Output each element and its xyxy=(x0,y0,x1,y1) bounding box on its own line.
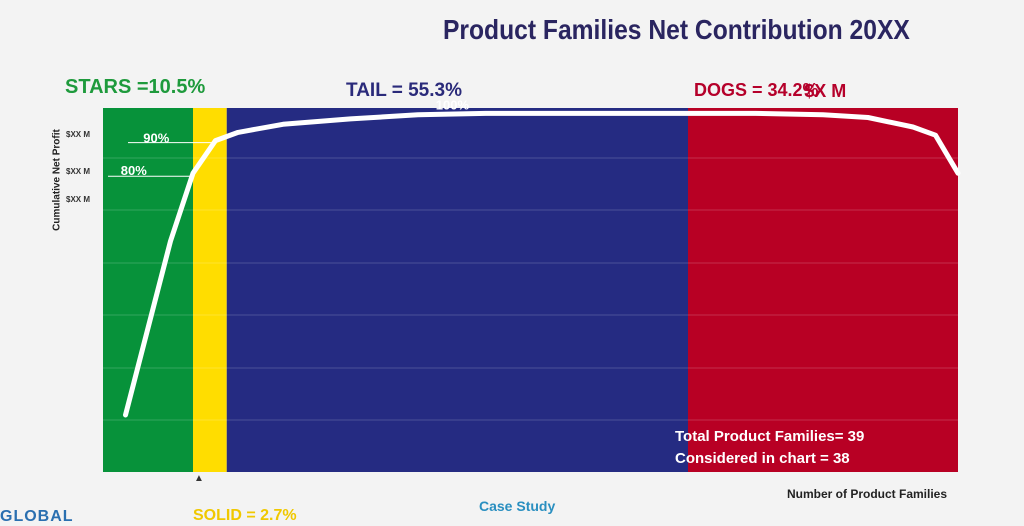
solid-segment-label: SOLID = 2.7% xyxy=(193,507,297,524)
y-tick-label: $XX M xyxy=(66,195,91,204)
cumulative-profit-line xyxy=(123,110,961,418)
x-marker-icon: ▲ xyxy=(194,473,204,484)
x-axis-label: Number of Product Families xyxy=(787,487,948,501)
tail-segment-label: TAIL = 55.3% xyxy=(346,80,462,101)
y-tick-label: $XX M xyxy=(66,130,91,139)
stars-segment-bar xyxy=(103,108,193,472)
y-tick-label: $XX M xyxy=(66,167,91,176)
annotation-label: 90% xyxy=(143,131,169,146)
annotation-label: 100% xyxy=(436,97,470,112)
footer-partial-logo-text: GLOBAL xyxy=(0,508,74,525)
dogs-segment-bar xyxy=(688,108,958,472)
chart-note: Total Product Families= 39 xyxy=(675,428,864,445)
dogs-segment-label: DOGS = 34.2% xyxy=(694,80,819,100)
annotation-label: 80% xyxy=(121,163,147,178)
annotation-label: $X M xyxy=(804,81,846,101)
chart-note: Considered in chart = 38 xyxy=(675,450,850,467)
tail-segment-bar xyxy=(226,108,688,472)
case-study-label: Case Study xyxy=(479,498,556,514)
stars-segment-label: STARS =10.5% xyxy=(65,76,206,98)
chart-title: Product Families Net Contribution 20XX xyxy=(442,14,910,45)
